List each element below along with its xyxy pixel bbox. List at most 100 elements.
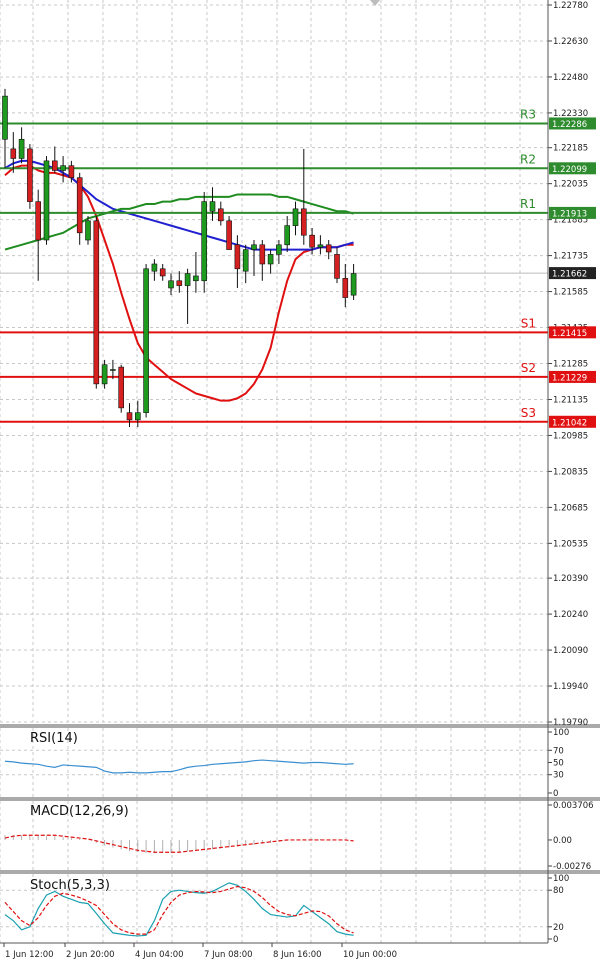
candle-body [209,201,216,212]
y-tick-label: 1.22630 [553,37,588,47]
y-tick-label: 1.21735 [553,252,588,262]
candle-body [43,160,50,241]
y-tick-label: 1.22780 [553,1,588,11]
y-tick-label: 1.21135 [553,395,588,405]
rsi-y-tick-label: 0 [553,789,558,799]
level-name-s1: S1 [521,316,536,330]
candle-body [334,254,340,279]
stoch-y-tick-label: 20 [553,923,564,933]
candle-body [184,273,191,286]
y-tick-label: 1.22035 [553,180,588,190]
candle-body [218,208,224,222]
y-tick-label: 1.20535 [553,539,588,549]
x-tick-label: 8 Jun 16:00 [273,950,322,960]
candle-body [27,148,33,202]
candle-body [242,249,249,272]
y-tick-label: 1.20985 [553,431,588,441]
candle-body [60,165,66,171]
candle-body [350,273,357,296]
y-tick-label: 1.19940 [553,682,588,692]
y-tick-label: 1.20090 [553,646,588,656]
level-price-tag-r2 [549,162,596,175]
candle-body [259,244,266,265]
candle-body [176,280,183,286]
y-tick-label: 1.21885 [553,216,588,226]
candle-body [226,220,232,250]
y-tick-label: 1.20390 [553,574,588,584]
scroll-marker-icon[interactable] [370,0,380,6]
macd-y-tick-label: -0.00276 [553,862,591,872]
candle-body [18,138,25,159]
level-name-s3: S3 [521,406,536,420]
candle-body [118,366,124,409]
candle-body [234,244,241,270]
stoch-y-tick-label: 100 [553,874,569,884]
y-tick-label: 1.22480 [553,73,588,83]
y-tick-label: 1.19790 [553,718,588,728]
candle-body [10,148,17,159]
candle-body [159,268,166,277]
level-price-label-r1: 1.21913 [552,209,587,219]
level-price-tag-r3 [549,117,596,130]
y-tick-label: 1.21585 [553,288,588,298]
x-tick-label: 10 Jun 00:00 [343,950,397,960]
level-price-tag-s1 [549,326,596,339]
rsi-y-tick-label: 30 [553,771,564,781]
candle-body [35,201,42,241]
x-tick-label: 2 Jun 20:00 [66,950,115,960]
candle-body [317,244,324,248]
stoch-title: Stoch(5,3,3) [30,878,110,893]
candle-body [267,254,274,265]
candle-body [193,275,199,282]
level-price-tag-r1 [549,206,596,219]
y-tick-label: 1.20835 [553,467,588,477]
macd-signal-line [4,834,354,853]
candle-body [85,220,91,241]
moving-average-line [4,193,354,251]
level-name-r2: R2 [520,152,536,166]
rsi-y-tick-label: 100 [553,728,569,738]
candle-body [76,177,83,234]
candle-body [276,244,282,255]
x-tick-label: 4 Jun 04:00 [135,950,184,960]
macd-y-tick-label: 0.00 [553,836,572,846]
level-name-r1: R1 [520,197,536,211]
y-tick-label: 1.20685 [553,503,588,513]
candle-body [110,369,116,371]
rsi-line [4,759,354,774]
candle-body [135,412,141,421]
candle-body [93,220,100,385]
y-tick-label: 1.20240 [553,610,588,620]
candle-body [342,278,349,298]
level-price-tag-s2 [549,370,596,383]
y-tick-label: 1.22330 [553,109,588,119]
candle-body [284,225,291,246]
stoch-d-line [4,885,354,935]
current-price-tag [549,267,596,280]
candle-body [2,95,8,140]
candle-body [251,244,257,250]
stoch-y-tick-label: 80 [553,886,564,896]
rsi-y-tick-label: 50 [553,759,564,769]
candle-body [325,244,332,253]
stoch-y-tick-label: 0 [553,935,558,945]
level-name-r3: R3 [520,107,536,121]
candle-body [151,263,158,272]
rsi-title: RSI(14) [30,731,78,746]
candle-body [309,234,315,248]
candle-body [300,208,307,236]
candle-body [51,160,58,171]
rsi-y-tick-label: 70 [553,746,564,756]
y-tick-label: 1.21285 [553,360,588,370]
level-price-label-r3: 1.22286 [552,120,587,130]
candle-body [201,201,207,282]
x-tick-label: 7 Jun 08:00 [204,950,253,960]
y-tick-label: 1.22185 [553,144,588,154]
candle-body [126,412,133,421]
candle-body [168,280,174,289]
level-price-label-s3: 1.21042 [552,418,587,428]
current-price-label: 1.21662 [552,270,587,280]
macd-title: MACD(12,26,9) [30,804,129,819]
